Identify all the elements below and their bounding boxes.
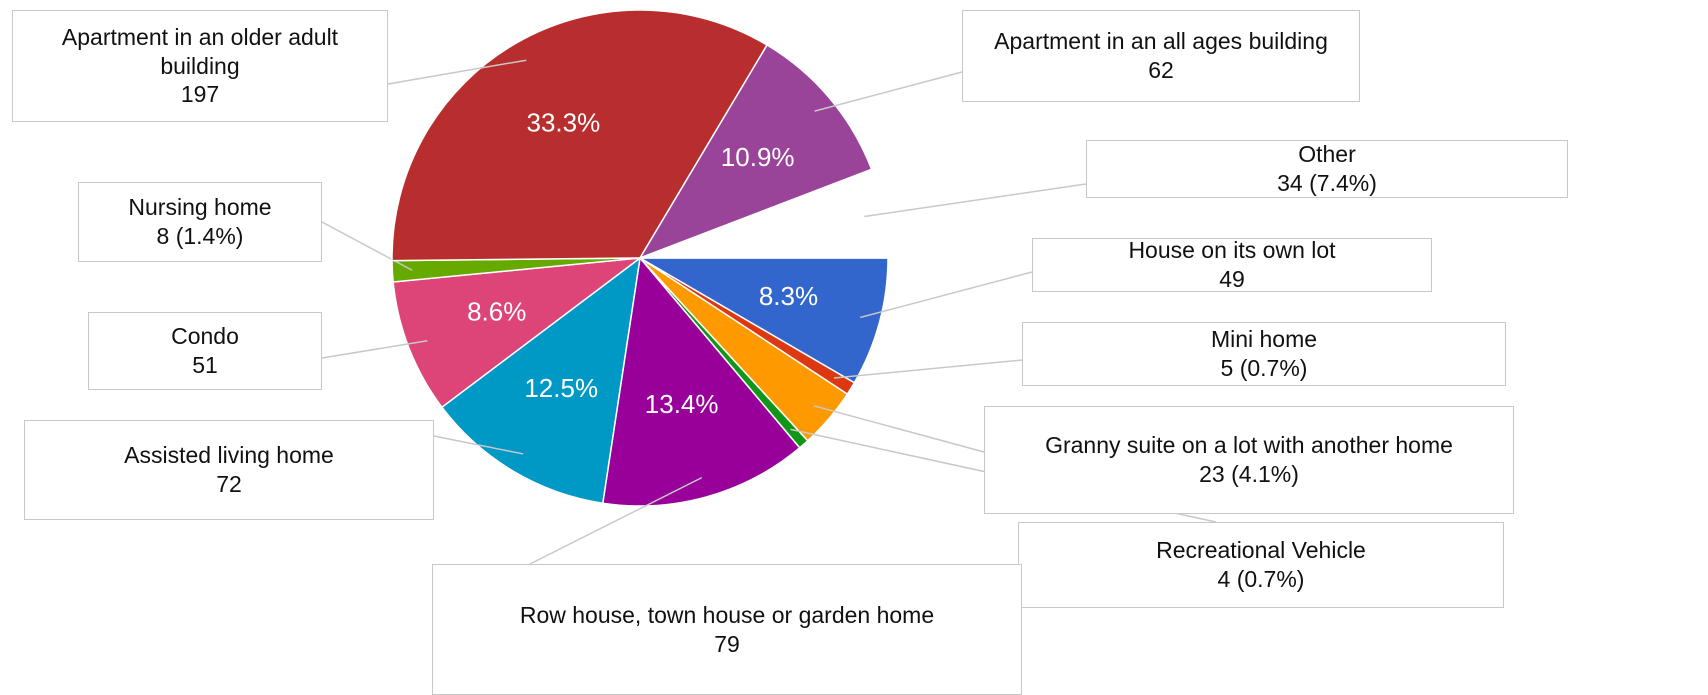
leader-line — [321, 221, 413, 271]
slice-percent-label: 10.9% — [721, 142, 795, 172]
pie-slice — [637, 257, 889, 384]
leader-line — [814, 71, 963, 112]
slice-value-label: 8 (1.4%) — [156, 223, 244, 249]
slice-value-label: 34 (7.4%) — [1277, 170, 1377, 196]
slice-label-box: Recreational Vehicle 4 (0.7%) — [1018, 522, 1504, 608]
slice-percent-label: 13.4% — [645, 389, 719, 419]
slice-value-label: 49 — [1219, 266, 1245, 292]
leader-line — [864, 183, 1087, 218]
slice-name-label: House on its own lot — [1128, 237, 1336, 264]
slice-label-box: Row house, town house or garden home 79 — [432, 564, 1022, 695]
slice-name-label: Apartment in an older adult building — [61, 23, 339, 79]
slice-label-box: House on its own lot 49 — [1032, 237, 1432, 292]
slice-name-label: Recreational Vehicle — [1156, 537, 1366, 564]
pie-slice — [440, 256, 642, 505]
slice-label-box: Mini home 5 (0.7%) — [1022, 322, 1506, 386]
slice-name-label: Assisted living home — [124, 442, 334, 469]
slice-value-label: 62 — [1148, 57, 1174, 83]
slice-value-label: 79 — [714, 630, 740, 657]
pie-slice — [391, 9, 769, 262]
leader-line — [833, 359, 1023, 379]
slice-name-label: Condo — [171, 323, 239, 350]
slice-name-label: Other — [1298, 141, 1356, 168]
slice-value-label: 23 (4.1%) — [1199, 461, 1299, 487]
slice-label-box: Other 34 (7.4%) — [1086, 140, 1568, 198]
slice-label-box: Apartment in an all ages building 62 — [962, 10, 1360, 102]
slice-name-label: Apartment in an all ages building — [994, 28, 1328, 55]
slice-percent-label: 8.6% — [467, 297, 526, 327]
slice-name-label: Granny suite on a lot with another home — [1045, 432, 1453, 459]
slice-label-box: Apartment in an older adult building 197 — [12, 10, 388, 122]
slice-name-label: Nursing home — [128, 194, 272, 221]
slice-value-label: 51 — [192, 352, 218, 378]
slice-percent-label: 12.5% — [524, 373, 598, 403]
leader-line — [813, 405, 985, 453]
slice-value-label: 4 (0.7%) — [1217, 566, 1305, 592]
slice-label-box: Nursing home 8 (1.4%) — [78, 182, 322, 262]
slice-value-label: 197 — [180, 81, 220, 108]
slice-value-label: 72 — [216, 471, 242, 497]
leader-line — [529, 476, 703, 565]
leader-line — [433, 435, 524, 455]
leader-line — [860, 271, 1033, 319]
slice-name-label: Mini home — [1210, 326, 1318, 353]
pie-slice — [638, 43, 873, 260]
slice-name-label: Row house, town house or garden home — [519, 601, 935, 628]
slice-percent-label: 8.3% — [759, 281, 818, 311]
leader-line — [321, 340, 428, 359]
pie-slice — [601, 256, 801, 507]
leader-line — [387, 59, 527, 85]
slice-value-label: 5 (0.7%) — [1220, 355, 1308, 381]
slice-label-box: Granny suite on a lot with another home 2… — [984, 406, 1514, 514]
slice-label-box: Condo 51 — [88, 312, 322, 390]
slice-percent-label: 33.3% — [526, 108, 600, 138]
slice-label-box: Assisted living home 72 — [24, 420, 434, 520]
pie-slice — [392, 256, 643, 409]
